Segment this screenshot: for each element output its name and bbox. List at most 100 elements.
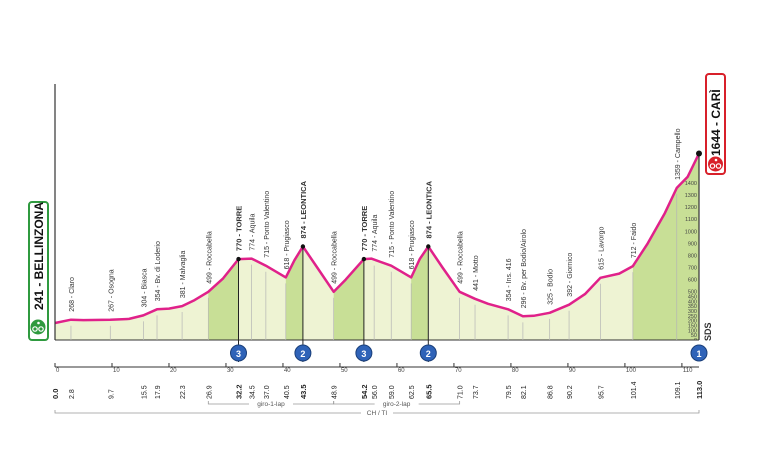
- lap-label: giro-1-lap: [257, 401, 285, 408]
- start-badge: 241 - BELLINZONA: [28, 201, 49, 341]
- distance-tick-label: 82.1: [521, 385, 528, 399]
- km-axis-label: 80: [512, 368, 519, 374]
- kom-marker-icon: [690, 344, 708, 362]
- waypoint-label: 715 - Ponto Valentino: [264, 191, 271, 258]
- distance-tick-label: 17.9: [155, 385, 162, 399]
- waypoint-label: 615 - Lavorgo: [598, 226, 605, 269]
- kom-category-label: 3: [361, 349, 366, 359]
- distance-tick-label: 34.5: [250, 385, 257, 399]
- waypoint-label: 381 - Malvaglia: [180, 251, 187, 299]
- distance-tick-label: 62.5: [409, 385, 416, 399]
- km-axis-label: 60: [398, 368, 405, 374]
- km-axis-label: 90: [569, 368, 576, 374]
- y-tick-label: 1100: [685, 217, 697, 223]
- waypoint-label: 874 - LEONTICA: [424, 180, 433, 238]
- y-tick-label: 250: [688, 314, 697, 320]
- distance-tick-label: 56.0: [372, 385, 379, 399]
- waypoint-dot: [426, 244, 431, 249]
- distance-tick-label: 73.7: [473, 385, 480, 399]
- distance-tick-label: 54.2: [360, 384, 369, 399]
- waypoint-label: 774 - Aquila: [250, 214, 257, 251]
- y-tick-label: 450: [688, 294, 697, 300]
- waypoint-label: 770 - TORRE: [360, 206, 369, 251]
- waypoint-label: 267 - Osogna: [108, 269, 115, 312]
- y-tick-label: 600: [688, 278, 697, 284]
- y-tick-label: 800: [688, 253, 697, 259]
- waypoint-label: 354 - Ins. 416: [506, 258, 513, 301]
- distance-tick-label: 65.5: [424, 384, 433, 399]
- kom-marker-icon: [355, 344, 373, 362]
- waypoint-label: 618 - Prugiasco: [284, 220, 291, 269]
- km-axis-label: 70: [455, 368, 462, 374]
- waypoint-label: 325 - Bodio: [548, 269, 555, 305]
- distance-tick-label: 86.8: [548, 385, 555, 399]
- distance-tick-label: 9.7: [108, 389, 115, 399]
- y-tick-label: 900: [688, 241, 697, 247]
- km-axis-label: 110: [683, 368, 693, 374]
- waypoint-label: 441 - Motto: [473, 255, 480, 291]
- y-tick-label: 350: [688, 304, 697, 310]
- distance-tick-label: 71.0: [458, 385, 465, 399]
- kom-category-label: 2: [426, 349, 431, 359]
- waypoint-label: 268 - Claro: [69, 277, 76, 312]
- kom-marker-icon: [419, 344, 437, 362]
- climb-area-1: [208, 259, 239, 340]
- waypoint-label: 296 - Bv. per Bodio/Airolo: [521, 229, 528, 308]
- distance-tick-label: 101.4: [631, 381, 638, 399]
- kom-category-label: 2: [300, 349, 305, 359]
- waypoint-label: 774 - Aquila: [372, 215, 379, 252]
- finish-badge: 1644 - CARÌ: [705, 73, 726, 175]
- distance-tick-label: 113.0: [695, 381, 704, 399]
- cyclist-icon: [708, 156, 723, 172]
- distance-tick-label: 59.0: [389, 385, 396, 399]
- km-axis-label: 100: [626, 368, 637, 374]
- km-axis-label: 20: [170, 368, 177, 374]
- climb-area-5: [632, 153, 699, 340]
- waypoint-label: 770 - TORRE: [235, 206, 244, 251]
- y-tick-label: 1400: [685, 181, 697, 187]
- y-tick-label: 400: [688, 299, 697, 305]
- kom-marker-icon: [294, 344, 312, 362]
- y-tick-label: 1200: [685, 205, 697, 211]
- finish-badge-frame: [705, 73, 726, 175]
- y-tick-label: 1300: [685, 193, 697, 199]
- distance-tick-label: 43.5: [299, 384, 308, 399]
- start-badge-frame: [28, 201, 49, 341]
- kom-marker-icon: [230, 344, 248, 362]
- y-tick-label: 100: [688, 328, 697, 334]
- distance-tick-label: 15.5: [141, 385, 148, 399]
- brand-logo: SDS: [703, 322, 713, 341]
- waypoint-dot: [361, 256, 367, 262]
- waypoint-label: 618 - Prugiasco: [409, 220, 416, 269]
- y-tick-label: 150: [688, 323, 697, 329]
- km-axis-label: 0: [56, 368, 60, 374]
- distance-tick-label: 90.2: [567, 385, 574, 399]
- distance-tick-label: 79.5: [506, 385, 513, 399]
- axis-band: [55, 340, 699, 367]
- km-axis-label: 10: [113, 368, 120, 374]
- distance-tick-label: 22.3: [180, 385, 187, 399]
- distance-tick-label: 95.7: [598, 385, 605, 399]
- distance-tick-label: 0.0: [51, 389, 60, 399]
- start-label: 241 - BELLINZONA: [32, 202, 46, 310]
- kom-category-label: 1: [696, 349, 701, 359]
- y-tick-label: 300: [688, 309, 697, 315]
- waypoint-label: 392 - Giornico: [567, 253, 574, 297]
- distance-tick-label: 26.9: [206, 385, 213, 399]
- waypoint-label: 715 - Ponto Valentino: [389, 191, 396, 258]
- cyclist-icon: [30, 319, 46, 335]
- y-tick-label: 500: [688, 290, 697, 296]
- distance-tick-label: 109.1: [675, 381, 682, 399]
- kom-category-label: 3: [236, 349, 241, 359]
- distance-tick-label: 2.8: [69, 389, 76, 399]
- distance-tick-label: 40.5: [284, 385, 291, 399]
- finish-point: [696, 150, 702, 157]
- km-axis-label: 40: [284, 368, 291, 374]
- waypoint-label: 1359 - Campello: [675, 128, 682, 179]
- profile-line: [54, 152, 701, 325]
- km-axis-label: 30: [227, 368, 234, 374]
- waypoint-label: 499 - Roccabella: [206, 231, 213, 284]
- climb-area-3: [333, 259, 364, 340]
